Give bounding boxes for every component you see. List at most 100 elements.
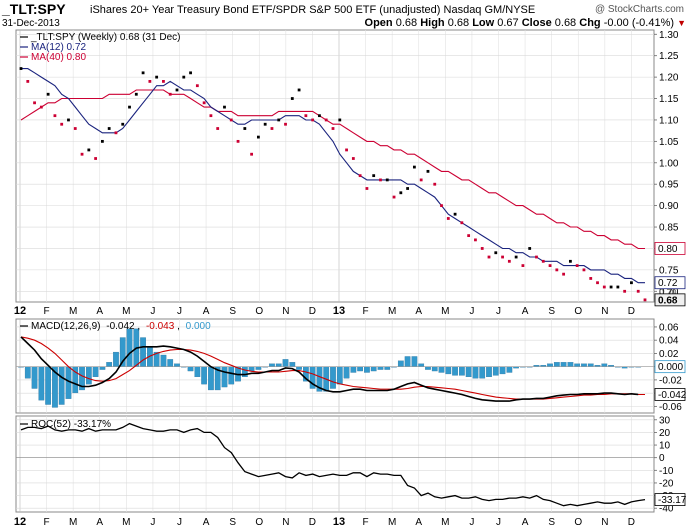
price-month-label: F xyxy=(44,306,50,317)
chart-date: 31-Dec-2013 xyxy=(2,18,60,29)
macd-histogram-bar xyxy=(228,366,235,385)
macd-histogram-bar xyxy=(553,362,560,367)
close-label: Close xyxy=(521,17,552,29)
ratio-point xyxy=(134,92,138,96)
macd-histogram-bar xyxy=(296,366,302,370)
macd-histogram-bar xyxy=(38,366,45,401)
roc-month-label: F xyxy=(44,517,50,528)
low-last-label: 0.70 xyxy=(659,287,677,297)
macd-histogram-bar xyxy=(85,366,92,385)
roc-month-label: J xyxy=(469,517,474,528)
ratio-point xyxy=(331,127,335,130)
ratio-point xyxy=(73,127,77,130)
ratio-point xyxy=(87,148,91,152)
ma40-line xyxy=(20,89,645,250)
macd-tick-label: 0.02 xyxy=(659,349,679,360)
ratio-point xyxy=(535,255,538,259)
macd-histogram-bar xyxy=(472,366,479,379)
macd-last-label: -0.042 xyxy=(658,390,687,401)
ratio-point xyxy=(568,259,572,263)
ratio-point xyxy=(575,264,579,267)
ratio-point xyxy=(277,118,281,122)
macd-histogram-bar xyxy=(459,366,465,376)
macd-histogram-bar xyxy=(160,354,167,367)
ratio-point xyxy=(304,114,308,118)
roc-month-label: F xyxy=(363,517,369,528)
price-month-label: S xyxy=(229,306,236,317)
macd-histogram-bar xyxy=(452,366,458,376)
macd-histogram-bar xyxy=(24,366,31,379)
ratio-point xyxy=(372,174,376,178)
ratio-point xyxy=(643,298,647,302)
price-tick-label: 1.10 xyxy=(659,115,679,126)
roc-month-label: M xyxy=(69,517,77,528)
ratio-point xyxy=(358,174,362,178)
ratio-point xyxy=(365,187,369,190)
macd-histogram-bar xyxy=(106,362,113,367)
ratio-point xyxy=(162,80,165,83)
price-tick-label: 0.85 xyxy=(659,223,679,234)
price-month-label: D xyxy=(309,306,316,317)
macd-tick-label: -0.02 xyxy=(659,375,682,386)
ratio-point xyxy=(216,127,220,130)
symbol-title: _TLT:SPY xyxy=(2,1,66,17)
ratio-point xyxy=(589,277,593,280)
ratio-point xyxy=(630,281,633,285)
ratio-point xyxy=(26,80,30,83)
ratio-point xyxy=(419,178,423,182)
price-month-label: 12 xyxy=(14,305,26,317)
price-month-label: M xyxy=(122,306,130,317)
price-month-label: S xyxy=(548,306,555,317)
ratio-point xyxy=(243,127,247,130)
roc-tick-label: -20 xyxy=(659,478,674,489)
roc-month-label: O xyxy=(255,517,263,528)
macd-histogram-bar xyxy=(92,366,99,378)
ratio-point xyxy=(453,212,457,216)
macd-histogram-bar xyxy=(601,363,608,367)
roc-month-label: S xyxy=(229,517,236,528)
ratio-point xyxy=(460,221,464,225)
price-month-label: N xyxy=(601,306,608,317)
price-tick-label: 1.15 xyxy=(659,94,679,105)
macd-histogram-bar xyxy=(431,366,438,372)
macd-histogram-bar xyxy=(289,362,296,367)
ratio-point xyxy=(256,135,260,139)
ratio-point xyxy=(440,204,443,208)
price-tick-label: 1.30 xyxy=(659,30,679,41)
roc-last-label: -33.17 xyxy=(658,495,687,506)
macd-histogram-bar xyxy=(275,363,282,367)
ratio-point xyxy=(60,122,64,126)
ratio-point xyxy=(155,75,159,79)
price-tick-label: 0.95 xyxy=(659,180,679,191)
price-month-label: O xyxy=(255,306,263,317)
ratio-point xyxy=(528,247,532,250)
roc-month-label: M xyxy=(388,517,396,528)
ratio-point xyxy=(507,259,511,263)
ratio-point xyxy=(80,152,84,156)
ratio-point xyxy=(311,118,315,122)
quote-summary: Open 0.68 High 0.68 Low 0.67 Close 0.68 … xyxy=(365,17,686,29)
macd-last-box xyxy=(654,388,686,401)
ratio-point xyxy=(609,285,613,289)
ratio-point xyxy=(541,259,545,263)
macd-histogram-bar xyxy=(377,366,384,370)
macd-panel: 0.060.040.020.00-0.02-0.04-0.06 0.000-0.… xyxy=(15,318,687,414)
high-label: High xyxy=(420,17,445,29)
ratio-point xyxy=(433,182,437,186)
ratio-point xyxy=(494,251,498,255)
ratio-point xyxy=(53,114,57,118)
macd-histogram-bar xyxy=(547,363,553,367)
macd-histogram-bar xyxy=(255,366,262,370)
roc-tick-label: -10 xyxy=(659,466,674,477)
roc-month-label: D xyxy=(628,517,635,528)
roc-last-box xyxy=(654,493,686,506)
macd-histogram-bar xyxy=(465,366,472,378)
ratio-point xyxy=(195,84,199,88)
macd-legend-value: -0.042 xyxy=(106,321,135,332)
ratio-point xyxy=(324,118,328,122)
signal-legend-value: -0.043 xyxy=(146,321,175,332)
ratio-point xyxy=(175,88,179,92)
ratio-point xyxy=(636,289,640,293)
roc-line xyxy=(20,422,646,507)
